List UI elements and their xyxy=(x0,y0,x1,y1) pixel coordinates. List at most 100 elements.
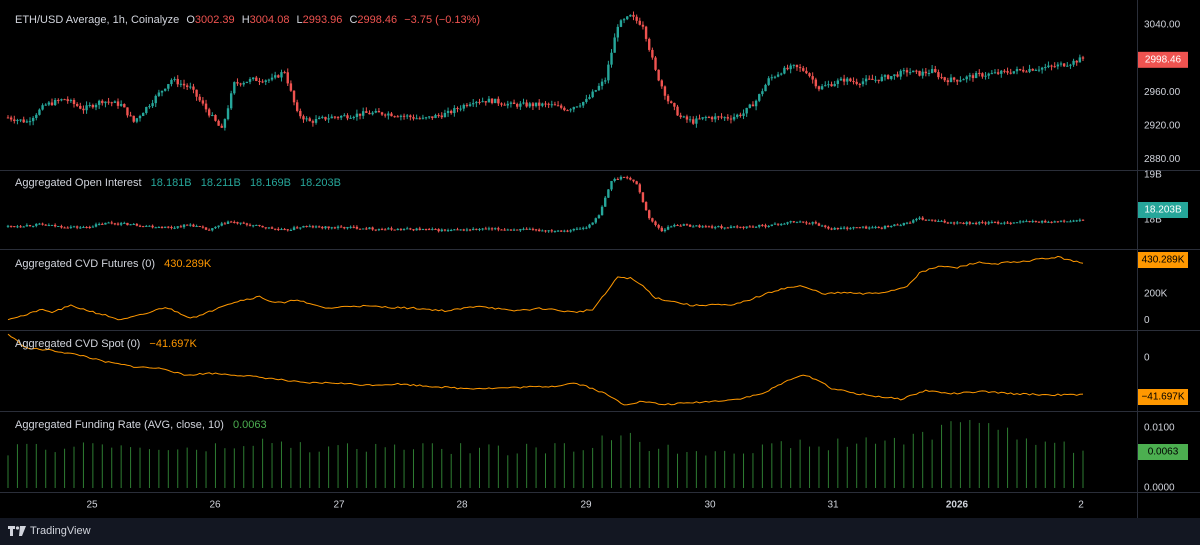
price-candle-body xyxy=(610,52,613,65)
oi-candle-body xyxy=(421,228,425,231)
price-candle-body xyxy=(937,72,940,78)
price-candle-body xyxy=(462,104,465,109)
oi-candle-body xyxy=(585,227,588,229)
price-candle-body xyxy=(380,112,384,115)
oi-candle-body xyxy=(956,222,959,224)
time-axis-tick: 27 xyxy=(333,500,345,511)
oi-candle-body xyxy=(833,228,836,230)
oi-candle-body xyxy=(861,226,865,228)
oi-candle-body xyxy=(846,227,849,229)
oi-candle-body xyxy=(358,228,362,230)
oi-candle-body xyxy=(305,226,308,228)
oi-candle-body xyxy=(723,227,726,229)
symbol-title[interactable]: ETH/USD Average, 1h, Coinalyze xyxy=(15,14,180,26)
price-candle-body xyxy=(962,79,965,81)
oi-candle-body xyxy=(179,226,183,228)
oi-candle-body xyxy=(871,227,874,229)
price-axis-tick: 2880.00 xyxy=(1144,154,1181,165)
price-candle-body xyxy=(255,77,258,81)
price-candle-body xyxy=(792,64,796,66)
oi-candle-body xyxy=(79,227,82,229)
price-candle-body xyxy=(204,103,208,110)
price-candle-body xyxy=(732,116,736,120)
oi-candle-body xyxy=(327,226,330,229)
oi-candle-body xyxy=(431,228,434,230)
price-candle-body xyxy=(478,101,481,103)
price-candle-body xyxy=(1034,69,1038,71)
oi-candle-body xyxy=(1066,221,1069,223)
price-candle-body xyxy=(534,102,538,107)
time-axis-tick: 2026 xyxy=(946,500,969,511)
price-candle-body xyxy=(563,107,566,111)
oi-candle-body xyxy=(405,228,409,230)
oi-candle-body xyxy=(339,226,343,228)
oi-candle-body xyxy=(531,228,535,230)
price-candle-body xyxy=(94,104,98,108)
price-candle-body xyxy=(302,116,305,120)
price-candle-body xyxy=(789,65,792,70)
cvd-spot-title[interactable]: Aggregated CVD Spot (0) xyxy=(15,338,141,350)
price-candle-body xyxy=(770,77,774,79)
oi-candle-body xyxy=(1047,221,1050,223)
oi-candle-body xyxy=(418,228,421,231)
oi-candle-body xyxy=(226,221,230,224)
oi-candle-body xyxy=(597,215,601,219)
price-candle-body xyxy=(654,57,657,70)
oi-candle-body xyxy=(1072,220,1075,222)
oi-candle-body xyxy=(692,226,695,228)
cvd-futures-axis-tick: 0 xyxy=(1144,315,1150,326)
price-candle-body xyxy=(814,79,818,87)
oi-candle-body xyxy=(761,224,764,226)
tradingview-logo[interactable]: TradingView xyxy=(8,525,91,537)
oi-candle-body xyxy=(852,227,855,229)
price-candle-body xyxy=(852,81,855,83)
oi-candle-body xyxy=(302,226,305,228)
price-candle-body xyxy=(538,102,541,106)
price-candle-body xyxy=(314,118,318,123)
oi-candle-body xyxy=(280,229,283,231)
price-candle-body xyxy=(145,107,148,113)
cvd-spot-last-badge: −41.697K xyxy=(1141,392,1184,403)
price-candle-body xyxy=(1075,60,1078,63)
oi-candle-body xyxy=(695,225,698,227)
oi-candle-body xyxy=(802,221,805,223)
funding-last-badge: 0.0063 xyxy=(1148,447,1179,458)
price-candle-body xyxy=(82,108,85,111)
cvd-futures-title[interactable]: Aggregated CVD Futures (0) xyxy=(15,258,156,270)
price-candle-body xyxy=(927,72,931,74)
oi-candle-body xyxy=(28,225,32,227)
oi-candle-body xyxy=(993,222,997,224)
price-candle-body xyxy=(484,101,487,103)
oi-candle-body xyxy=(836,228,840,230)
price-candle-body xyxy=(270,77,274,80)
oi-candle-body xyxy=(462,229,465,231)
price-candle-body xyxy=(855,81,858,84)
price-candle-body xyxy=(566,110,569,112)
price-candle-body xyxy=(1062,63,1066,67)
oi-candle-body xyxy=(1006,222,1009,224)
price-candle-body xyxy=(698,118,701,120)
oi-candle-body xyxy=(189,224,192,226)
price-candle-body xyxy=(952,77,956,80)
price-candle-body xyxy=(456,108,459,110)
price-candle-body xyxy=(670,101,673,103)
oi-candle-body xyxy=(88,226,91,228)
oi-candle-body xyxy=(811,222,814,224)
cvd-spot-value: −41.697K xyxy=(149,338,197,350)
price-candle-body xyxy=(525,102,528,107)
oi-candle-body xyxy=(971,222,975,224)
oi-candle-body xyxy=(896,224,899,226)
funding-title[interactable]: Aggregated Funding Rate (AVG, close, 10) xyxy=(15,419,224,431)
oi-title[interactable]: Aggregated Open Interest xyxy=(15,177,142,189)
price-candle-body xyxy=(481,101,484,103)
oi-candle-body xyxy=(434,228,437,230)
price-candle-body xyxy=(714,116,717,120)
time-axis-tick: 2 xyxy=(1078,500,1084,511)
oi-candle-body xyxy=(82,226,85,228)
oi-candle-body xyxy=(475,228,478,230)
price-candle-body xyxy=(849,78,852,82)
oi-candle-body xyxy=(754,226,758,228)
chart-svg[interactable]: 2880.00 2920.00 2960.00 3040.00 2998.46 19B 18… xyxy=(0,0,1200,518)
oi-candle-body xyxy=(160,226,164,228)
price-candle-body xyxy=(415,118,418,120)
